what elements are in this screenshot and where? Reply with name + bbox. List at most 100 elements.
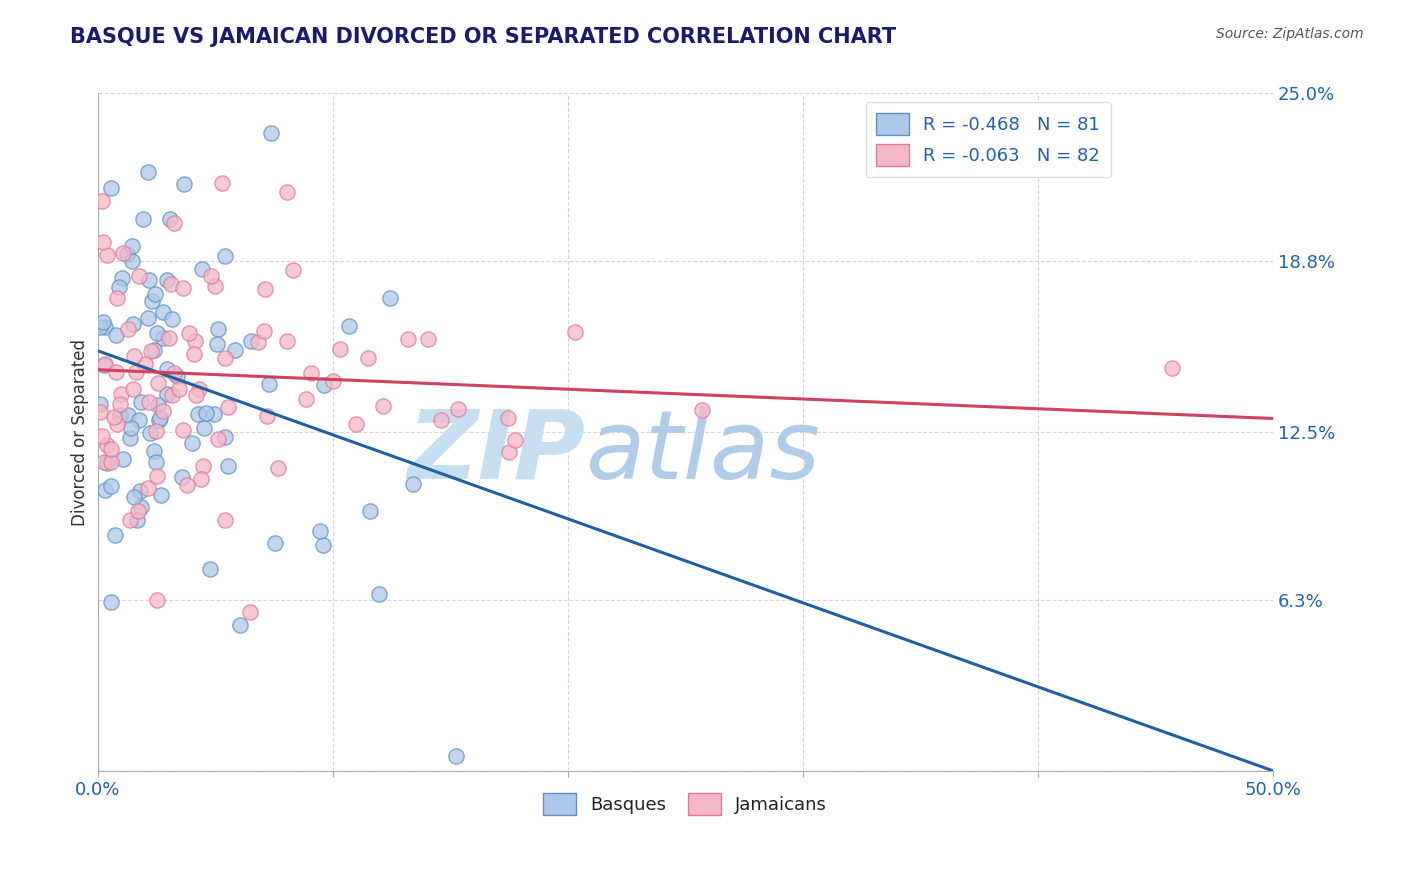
Point <box>217 459 239 474</box>
Point <box>429 413 451 427</box>
Point <box>105 291 128 305</box>
Point <box>378 291 401 305</box>
Point <box>294 392 316 407</box>
Point <box>173 178 195 192</box>
Point <box>89 405 111 419</box>
Point <box>129 500 152 514</box>
Point <box>337 319 360 334</box>
Point <box>117 322 139 336</box>
Text: BASQUE VS JAMAICAN DIVORCED OR SEPARATED CORRELATION CHART: BASQUE VS JAMAICAN DIVORCED OR SEPARATED… <box>70 27 897 46</box>
Point <box>214 430 236 444</box>
Point <box>103 409 125 424</box>
Point <box>359 504 381 518</box>
Point <box>194 406 217 420</box>
Point <box>136 481 159 495</box>
Point <box>139 425 162 440</box>
Point <box>121 239 143 253</box>
Text: Source: ZipAtlas.com: Source: ZipAtlas.com <box>1216 27 1364 41</box>
Point <box>122 383 145 397</box>
Point <box>94 357 117 371</box>
Point <box>90 429 112 443</box>
Point <box>105 327 128 342</box>
Point <box>129 484 152 499</box>
Point <box>396 332 419 346</box>
Point <box>166 368 188 383</box>
Point <box>498 445 520 459</box>
Point <box>163 366 186 380</box>
Point <box>267 461 290 475</box>
Point <box>260 126 283 140</box>
Point <box>143 286 166 301</box>
Point <box>128 413 150 427</box>
Point <box>187 383 209 397</box>
Point <box>91 315 114 329</box>
Point <box>157 331 180 345</box>
Point <box>224 343 246 358</box>
Point <box>160 277 183 291</box>
Point <box>401 476 423 491</box>
Point <box>198 562 221 576</box>
Point <box>247 334 270 349</box>
Point <box>283 263 305 277</box>
Y-axis label: Divorced or Separated: Divorced or Separated <box>72 339 89 525</box>
Point <box>111 270 134 285</box>
Point <box>96 248 118 262</box>
Point <box>156 387 179 401</box>
Point <box>146 398 169 412</box>
Point <box>146 326 169 340</box>
Point <box>96 457 118 471</box>
Point <box>131 212 153 227</box>
Point <box>89 397 111 411</box>
Point <box>172 423 194 437</box>
Point <box>446 749 468 764</box>
Point <box>239 334 262 348</box>
Point <box>191 459 214 474</box>
Point <box>446 402 468 417</box>
Point <box>276 334 298 349</box>
Point <box>264 536 287 550</box>
Point <box>160 388 183 402</box>
Point <box>121 254 143 268</box>
Point <box>416 332 439 346</box>
Point <box>108 280 131 294</box>
Point <box>177 326 200 341</box>
Point <box>211 176 233 190</box>
Point <box>136 311 159 326</box>
Legend: Basques, Jamaicans: Basques, Jamaicans <box>536 786 834 822</box>
Point <box>564 325 586 339</box>
Point <box>105 417 128 432</box>
Point <box>217 400 239 414</box>
Point <box>207 322 229 336</box>
Point <box>117 408 139 422</box>
Point <box>253 324 276 338</box>
Point <box>125 365 148 379</box>
Point <box>141 293 163 308</box>
Point <box>146 376 169 390</box>
Point <box>91 235 114 250</box>
Point <box>200 268 222 283</box>
Point <box>214 512 236 526</box>
Point <box>111 245 134 260</box>
Point <box>202 407 225 421</box>
Point <box>156 362 179 376</box>
Point <box>239 605 262 619</box>
Point <box>207 432 229 446</box>
Point <box>172 281 194 295</box>
Point <box>312 538 335 552</box>
Point <box>108 409 131 423</box>
Point <box>186 388 208 402</box>
Point <box>118 431 141 445</box>
Point <box>93 358 115 372</box>
Point <box>89 319 111 334</box>
Point <box>105 365 128 379</box>
Point <box>498 411 520 425</box>
Point <box>115 247 138 261</box>
Point <box>162 312 184 326</box>
Point <box>138 273 160 287</box>
Point <box>136 165 159 179</box>
Point <box>145 455 167 469</box>
Point <box>187 407 209 421</box>
Point <box>170 470 193 484</box>
Point <box>344 417 367 431</box>
Point <box>503 433 526 447</box>
